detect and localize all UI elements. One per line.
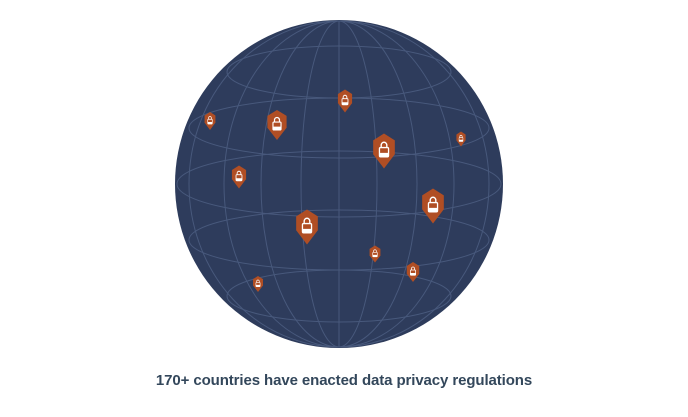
padlock-shackle (303, 217, 311, 224)
padlock-body-fill (372, 254, 378, 257)
padlock-icon (341, 94, 349, 106)
padlock-shackle (429, 196, 437, 203)
shield-shape (253, 276, 263, 292)
shield-shape (369, 245, 381, 263)
shield-badge (267, 110, 287, 140)
padlock-icon (410, 266, 416, 276)
shield-badge (204, 112, 216, 130)
shield-badge (406, 262, 420, 282)
shield-badge (369, 245, 381, 263)
padlock-body-fill (302, 228, 312, 233)
padlock-body-outline (341, 98, 349, 106)
padlock-icon (255, 279, 261, 287)
padlock-shackle (256, 279, 260, 283)
shield-shape (267, 110, 287, 140)
padlock-shackle (342, 94, 348, 99)
padlock-icon (427, 196, 439, 213)
shield-badge (337, 89, 353, 113)
padlock-body-fill (236, 178, 242, 181)
padlock-icon (301, 217, 313, 234)
padlock-body-outline (235, 174, 243, 182)
shield-badge (253, 276, 263, 292)
padlock-body-fill (272, 126, 282, 130)
shield-badge (296, 209, 318, 245)
padlock-icon (272, 116, 282, 131)
shield-shape (231, 165, 247, 189)
shield-badge (456, 131, 466, 147)
padlock-icon (458, 134, 464, 142)
padlock-shackle (459, 134, 463, 138)
padlock-icon (235, 170, 243, 182)
padlock-icon (207, 116, 213, 125)
padlock-body-outline (255, 282, 261, 287)
padlock-shackle (273, 116, 281, 123)
padlock-shackle (208, 116, 212, 120)
shield-badge (422, 188, 444, 224)
padlock-body-fill (379, 152, 389, 157)
caption-text: 170+ countries have enacted data privacy… (155, 372, 533, 389)
shield-shape (296, 209, 318, 245)
padlock-body-fill (255, 284, 261, 287)
padlock-shackle (380, 141, 388, 148)
padlock-shackle (236, 170, 242, 175)
shield-shape (406, 262, 420, 282)
shield-badge (231, 165, 247, 189)
globe-grid (176, 20, 502, 348)
shield-badge (373, 133, 395, 169)
shield-shape (422, 188, 444, 224)
shield-shape (456, 131, 466, 147)
padlock-shackle (410, 266, 416, 271)
padlock-body-fill (207, 121, 213, 124)
shield-shape (337, 89, 353, 113)
shield-shape (373, 133, 395, 169)
padlock-icon (372, 249, 378, 258)
padlock-body-fill (428, 207, 438, 212)
padlock-icon (378, 141, 390, 158)
padlock-body-fill (459, 139, 463, 142)
padlock-body-fill (342, 102, 348, 105)
padlock-shackle (373, 249, 377, 253)
shield-shape (204, 112, 216, 130)
padlock-body-fill (410, 273, 416, 276)
